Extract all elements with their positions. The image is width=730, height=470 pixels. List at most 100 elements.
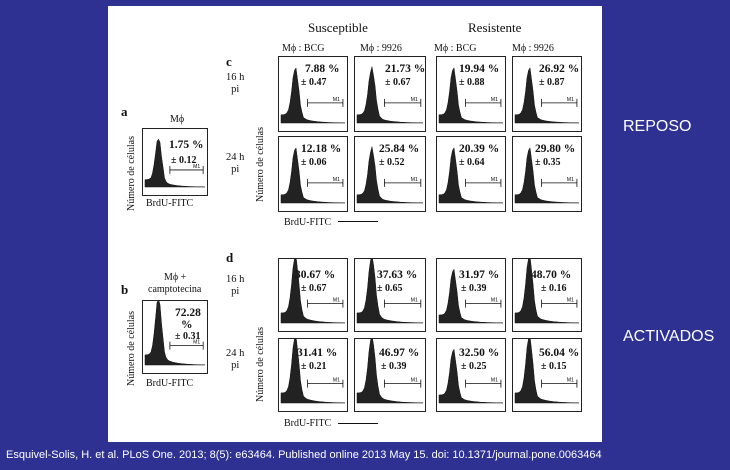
gate-label: M1	[491, 97, 498, 103]
percent-value: 12.18 %	[301, 143, 342, 155]
gate-label: M1	[491, 177, 498, 183]
histogram-area	[280, 339, 346, 404]
gate-marker	[169, 341, 204, 350]
histogram-area	[438, 348, 504, 404]
sd-value: ± 0.39	[381, 361, 407, 372]
histogram-d-4: M1 48.70 % ± 0.16	[512, 258, 582, 332]
y-axis-label: Número de células	[255, 327, 266, 402]
panel-a-title: Mϕ	[170, 114, 185, 125]
gate-marker	[465, 178, 502, 187]
x-axis-label: BrdU-FITC	[146, 198, 194, 209]
x-axis-arrow	[338, 221, 378, 222]
sd-value: ± 0.15	[541, 361, 567, 372]
histogram-d-2: M1 37.63 % ± 0.65	[354, 258, 426, 332]
activados-label: ACTIVADOS	[623, 328, 715, 345]
gate-label: M1	[333, 177, 340, 183]
percent-value: 46.97 %	[379, 347, 420, 359]
gate-label: M1	[411, 177, 418, 183]
histogram-graphic: M1	[356, 66, 424, 124]
header-susceptible: Susceptible	[308, 20, 368, 35]
sd-value: ± 0.52	[379, 157, 405, 168]
histogram-c-6: M1 25.84 % ± 0.52	[354, 136, 426, 212]
histogram-graphic: M1	[280, 67, 346, 124]
gate-label: M1	[411, 378, 418, 384]
histogram-graphic: M1	[356, 339, 424, 404]
panel-letter-a: a	[121, 104, 128, 119]
histogram-c-5: M1 12.18 % ± 0.06	[278, 136, 348, 212]
gate-marker	[541, 379, 578, 388]
histogram-d-8: M1 56.04 % ± 0.15	[512, 338, 582, 412]
histogram-d-1: M1 30.67 % ± 0.67	[278, 258, 348, 332]
histogram-c-8: M1 29.80 % ± 0.35	[512, 136, 582, 212]
gate-marker	[307, 98, 344, 107]
gate-label: M1	[411, 298, 418, 304]
histogram-area	[356, 259, 424, 324]
panel-b-subtitle: camptotecina	[148, 284, 202, 295]
panel-b-title: Mϕ +	[164, 272, 187, 283]
gate-marker	[465, 299, 502, 308]
histogram-graphic: M1	[280, 259, 346, 324]
gate-label: M1	[491, 298, 498, 304]
gate-label: M1	[567, 177, 574, 183]
reposo-label: REPOSO	[623, 118, 692, 135]
gate-label: M1	[193, 164, 200, 170]
sd-value: ± 0.47	[301, 77, 327, 88]
sd-value: ± 0.25	[461, 361, 487, 372]
percent-value: 48.70 %	[531, 269, 572, 281]
percent-value: 26.92 %	[539, 63, 580, 75]
row-label-16h: 16 h pi	[226, 72, 245, 95]
histogram-area	[280, 259, 346, 324]
percent-value: 37.63 %	[377, 269, 418, 281]
histogram-d-3: M1 31.97 % ± 0.39	[436, 258, 506, 332]
gate-marker	[307, 379, 344, 388]
gate-label: M1	[333, 298, 340, 304]
histogram-graphic: M1	[514, 339, 580, 404]
histogram-c-1: M1 7.88 % ± 0.47	[278, 56, 348, 132]
histogram-c-4: M1 26.92 % ± 0.87	[512, 56, 582, 132]
histogram-graphic: M1	[438, 67, 504, 124]
gate-marker	[169, 165, 204, 174]
histogram-graphic: M1	[514, 259, 580, 324]
col-header: Mϕ : BCG	[434, 43, 477, 54]
gate-label: M1	[567, 298, 574, 304]
gate-label: M1	[491, 378, 498, 384]
x-axis-label: BrdU-FITC	[284, 217, 332, 228]
histogram-graphic: M1	[280, 339, 346, 404]
y-axis-label: Número de células	[255, 127, 266, 202]
col-header: Mϕ : 9926	[512, 43, 554, 54]
percent-value: 32.50 %	[459, 347, 500, 359]
sd-value: ± 0.67	[385, 77, 411, 88]
gate-label: M1	[333, 97, 340, 103]
sd-value: ± 0.06	[301, 157, 327, 168]
y-axis-label: Número de células	[126, 311, 137, 386]
y-axis-label: Número de células	[126, 136, 137, 211]
histogram-area	[438, 268, 504, 324]
panel-letter-d: d	[226, 250, 234, 265]
row-label-24h: 24 h pi	[226, 348, 245, 371]
histogram-b: M1 72.28 % ± 0.31	[142, 300, 208, 374]
percent-value: 21.73 %	[385, 63, 426, 75]
histogram-area	[280, 147, 346, 204]
percent-value: 72.28	[175, 307, 201, 319]
sd-value: ± 0.87	[539, 77, 565, 88]
histogram-a: M1 1.75 % ± 0.12	[142, 128, 208, 196]
sd-value: ± 0.88	[459, 77, 485, 88]
histogram-graphic: M1	[144, 301, 206, 366]
sd-value: ± 0.65	[377, 283, 403, 294]
panel-letter-b: b	[121, 282, 129, 297]
gate-marker	[384, 178, 422, 187]
histogram-graphic: M1	[356, 146, 424, 204]
percent-value: 20.39 %	[459, 143, 500, 155]
header-resistente: Resistente	[468, 20, 522, 35]
histogram-graphic: M1	[356, 259, 424, 324]
x-axis-label: BrdU-FITC	[146, 378, 194, 389]
histogram-area	[514, 339, 580, 404]
histogram-graphic: M1	[438, 147, 504, 204]
gate-label: M1	[567, 97, 574, 103]
histogram-d-6: M1 46.97 % ± 0.39	[354, 338, 426, 412]
x-axis-label: BrdU-FITC	[284, 418, 332, 429]
col-header: Mϕ : 9926	[360, 43, 402, 54]
x-axis-arrow	[338, 423, 378, 424]
gate-marker	[307, 178, 344, 187]
row-label-24h: 24 h pi	[226, 152, 245, 175]
